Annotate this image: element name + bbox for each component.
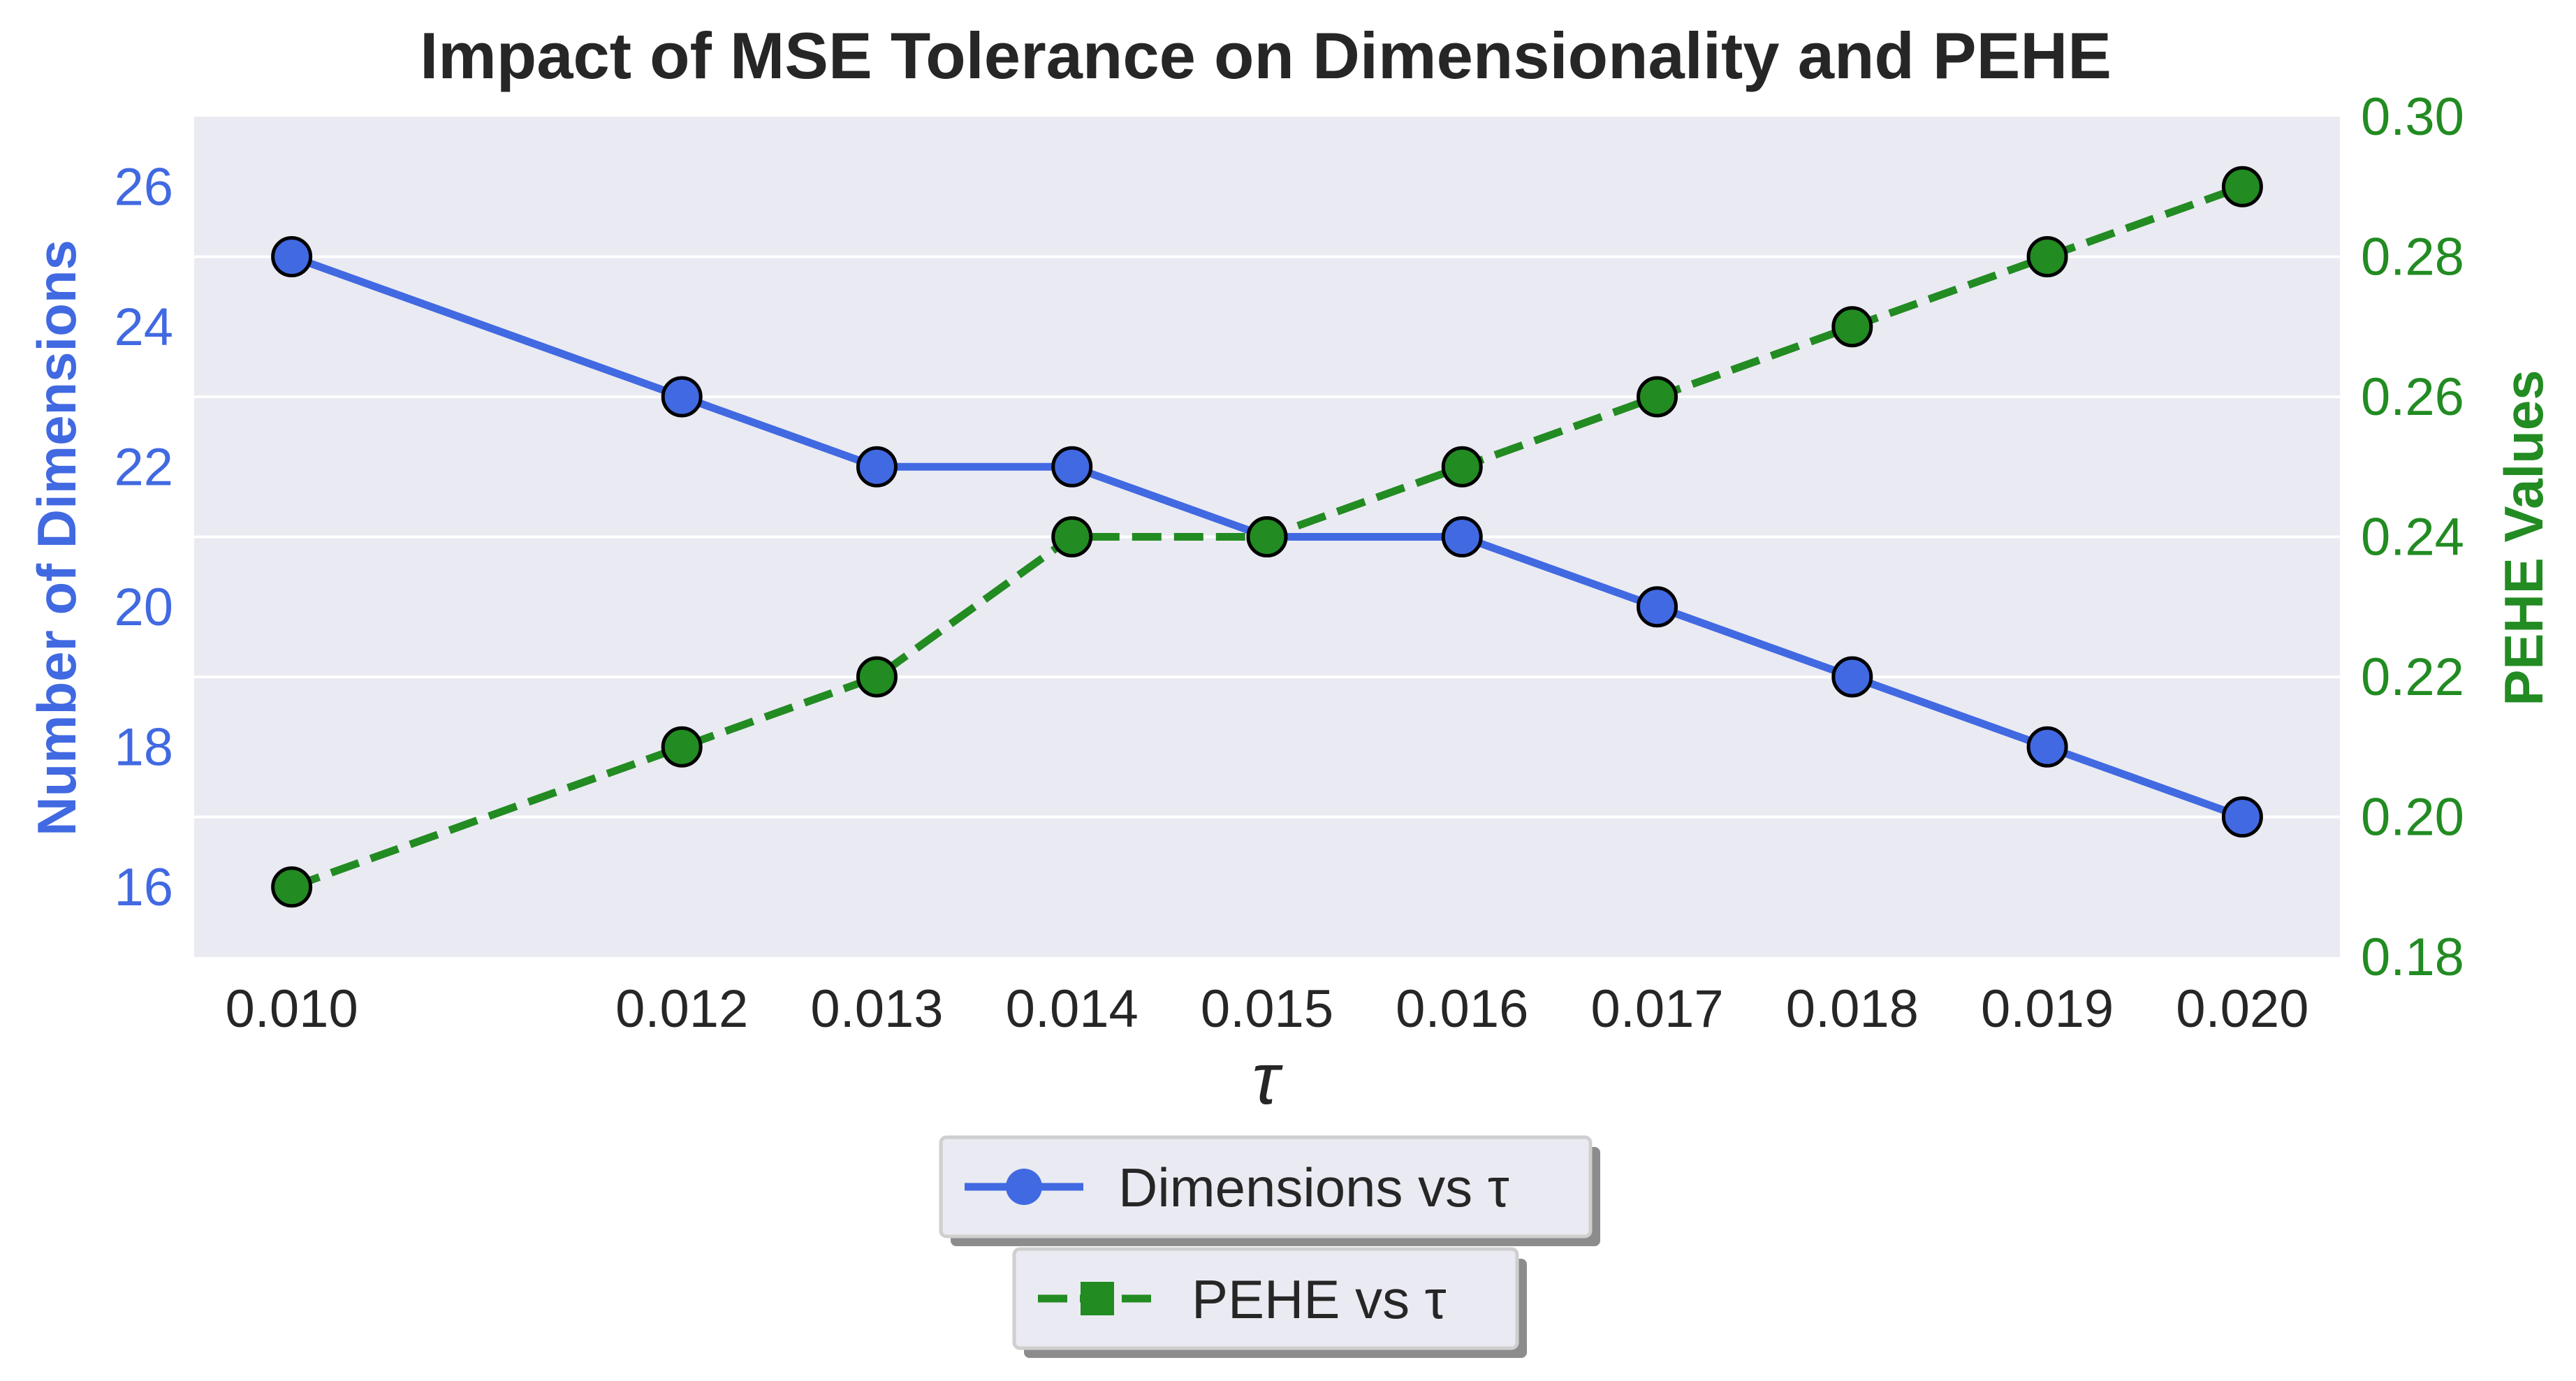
data-point [1246,516,1288,557]
y-left-axis-label: Number of Dimensions [26,240,87,836]
data-point [1441,516,1483,557]
x-tick-label: 0.013 [810,979,943,1039]
data-point [661,376,703,418]
series-line [290,253,2244,821]
y-left-tick-label: 22 [114,437,173,497]
legend-marker-swatch [1006,1169,1042,1205]
data-point [2026,726,2068,768]
data-point [1441,446,1483,488]
y-right-axis-label: PEHE Values [2493,370,2554,706]
chart-title: Impact of MSE Tolerance on Dimensionalit… [420,19,2112,92]
series-line [290,183,2244,891]
legend-entry: PEHE vs τ [1012,1247,1527,1358]
legend-marker-swatch [1081,1282,1114,1315]
y-right-tick-label: 0.18 [2361,928,2464,987]
y-left-tick-label: 16 [114,858,173,917]
legend-entry: Dimensions vs τ [939,1135,1600,1246]
y-right-tick-label: 0.20 [2361,788,2464,847]
data-point [661,726,703,768]
x-tick-label: 0.014 [1006,979,1139,1039]
x-tick-label: 0.020 [2176,979,2308,1039]
data-point [1051,516,1093,557]
data-point [2221,166,2263,207]
data-point [856,656,898,698]
y-left-tick-label: 18 [114,717,173,777]
x-tick-label: 0.016 [1396,979,1528,1039]
x-tick-label: 0.018 [1786,979,1919,1039]
legend-label: Dimensions vs τ [1118,1157,1509,1218]
legend-label: PEHE vs τ [1192,1269,1447,1330]
legend-box [1012,1247,1519,1350]
y-right-tick-label: 0.24 [2361,508,2464,567]
y-right-tick-label: 0.26 [2361,367,2464,427]
y-left-tick-label: 26 [114,157,173,217]
data-point [1637,376,1678,418]
data-point [856,446,898,488]
data-point [1637,586,1678,628]
legend-box [939,1135,1593,1238]
x-tick-label: 0.012 [615,979,748,1039]
x-axis-label: τ [1252,1039,1284,1120]
y-right-tick-label: 0.22 [2361,648,2464,707]
data-point [1831,306,1873,348]
data-point [2026,236,2068,277]
x-tick-label: 0.017 [1590,979,1723,1039]
y-right-tick-label: 0.28 [2361,228,2464,287]
y-right-tick-label: 0.30 [2361,87,2464,147]
x-tick-label: 0.015 [1201,979,1333,1039]
data-point [1051,446,1093,488]
y-left-tick-label: 24 [114,298,173,357]
data-point [2221,796,2263,838]
data-point [271,866,313,908]
x-tick-label: 0.010 [226,979,358,1039]
y-left-tick-label: 20 [114,578,173,637]
data-point [271,236,313,277]
x-tick-label: 0.019 [1981,979,2114,1039]
data-point [1831,656,1873,698]
